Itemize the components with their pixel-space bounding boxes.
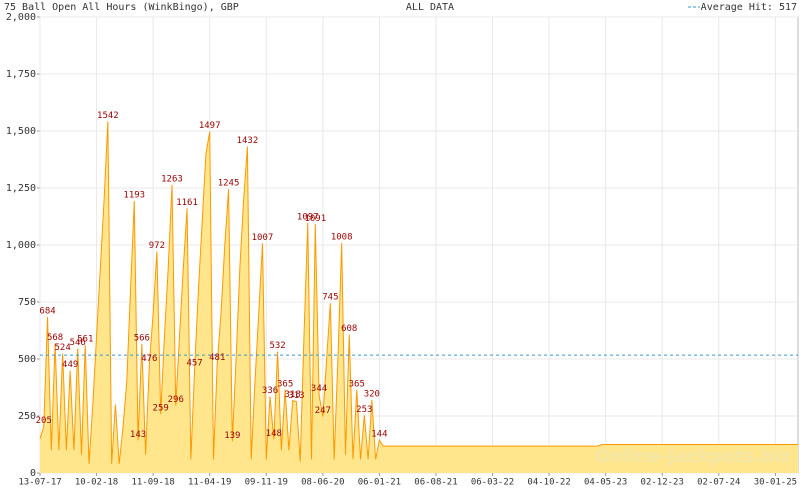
watermark: Online-Jackpots.biz [595, 446, 790, 467]
chart-title: 75 Ball Open All Hours (WinkBingo), GBP [4, 2, 239, 13]
x-tick-label: 06-01-21 [358, 478, 401, 488]
x-tick-label: 11-09-18 [131, 478, 174, 488]
y-tick-label: 750 [18, 297, 36, 308]
data-label: 365 [349, 379, 365, 389]
chart-subtitle: ALL DATA [406, 2, 454, 13]
data-label: 139 [224, 431, 240, 441]
data-label: 1097 [297, 212, 319, 222]
x-tick-label: 04-10-22 [527, 478, 570, 488]
data-label: 318 [285, 390, 301, 400]
x-tick-label: 04-05-23 [584, 478, 627, 488]
data-label: 344 [311, 384, 327, 394]
line [39, 121, 798, 464]
x-tick-label: 02-07-24 [697, 478, 740, 488]
data-label: 148 [266, 429, 282, 439]
x-tick-label: 13-07-17 [18, 478, 61, 488]
x-tick-label: 06-08-21 [414, 478, 457, 488]
data-label: 1161 [176, 198, 198, 208]
area-fill [40, 121, 798, 474]
y-tick-label: 2,000 [6, 12, 36, 23]
data-label: 313 [288, 391, 304, 401]
data-label: 320 [364, 390, 380, 400]
data-label: 1542 [97, 111, 119, 121]
data-label: 476 [141, 354, 157, 364]
data-label: 1245 [218, 179, 240, 189]
x-tick-label: 08-06-20 [301, 478, 344, 488]
data-label: 205 [36, 416, 52, 426]
data-label: 972 [149, 241, 165, 251]
x-tick-label: 06-03-22 [471, 478, 514, 488]
data-label: 1497 [199, 121, 221, 131]
y-tick-label: 1,750 [6, 69, 36, 80]
x-tick-label: 02-12-23 [641, 478, 684, 488]
y-tick-label: 500 [18, 354, 36, 365]
data-label: 546 [70, 338, 86, 348]
data-label: 143 [130, 430, 146, 440]
data-label: 1091 [304, 214, 326, 224]
data-label: 144 [371, 430, 387, 440]
data-label: 247 [315, 406, 331, 416]
y-tick-label: 1,500 [6, 126, 36, 137]
data-label: 561 [77, 335, 93, 345]
x-tick-label: 09-11-19 [245, 478, 288, 488]
y-tick-label: 0 [30, 468, 36, 479]
y-tick-label: 1,000 [6, 240, 36, 251]
data-label: 745 [322, 293, 338, 303]
data-label: 566 [134, 333, 150, 343]
data-label: 608 [341, 324, 357, 334]
data-label: 259 [153, 403, 169, 413]
data-label: 296 [168, 395, 184, 405]
data-label: 481 [209, 353, 225, 363]
y-tick-label: 250 [18, 411, 36, 422]
y-tick-label: 1,250 [6, 183, 36, 194]
data-label: 1263 [161, 175, 183, 185]
data-label: 449 [62, 360, 78, 370]
data-label: 684 [39, 307, 55, 317]
x-tick-label: 30-01-25 [754, 478, 797, 488]
data-label: 524 [54, 343, 70, 353]
data-label: 1432 [237, 136, 259, 146]
data-label: 532 [269, 341, 285, 351]
data-label: 457 [186, 358, 202, 368]
data-label: 1008 [331, 233, 353, 243]
x-tick-label: 10-02-18 [75, 478, 118, 488]
data-label: 1193 [123, 190, 145, 200]
data-label: 365 [277, 379, 293, 389]
x-tick-label: 11-04-19 [188, 478, 231, 488]
data-label: 568 [47, 333, 63, 343]
data-label: 253 [356, 405, 372, 415]
data-label: 1007 [252, 233, 274, 243]
data-label: 336 [262, 386, 278, 396]
legend-label: Average Hit: 517 [701, 2, 797, 13]
